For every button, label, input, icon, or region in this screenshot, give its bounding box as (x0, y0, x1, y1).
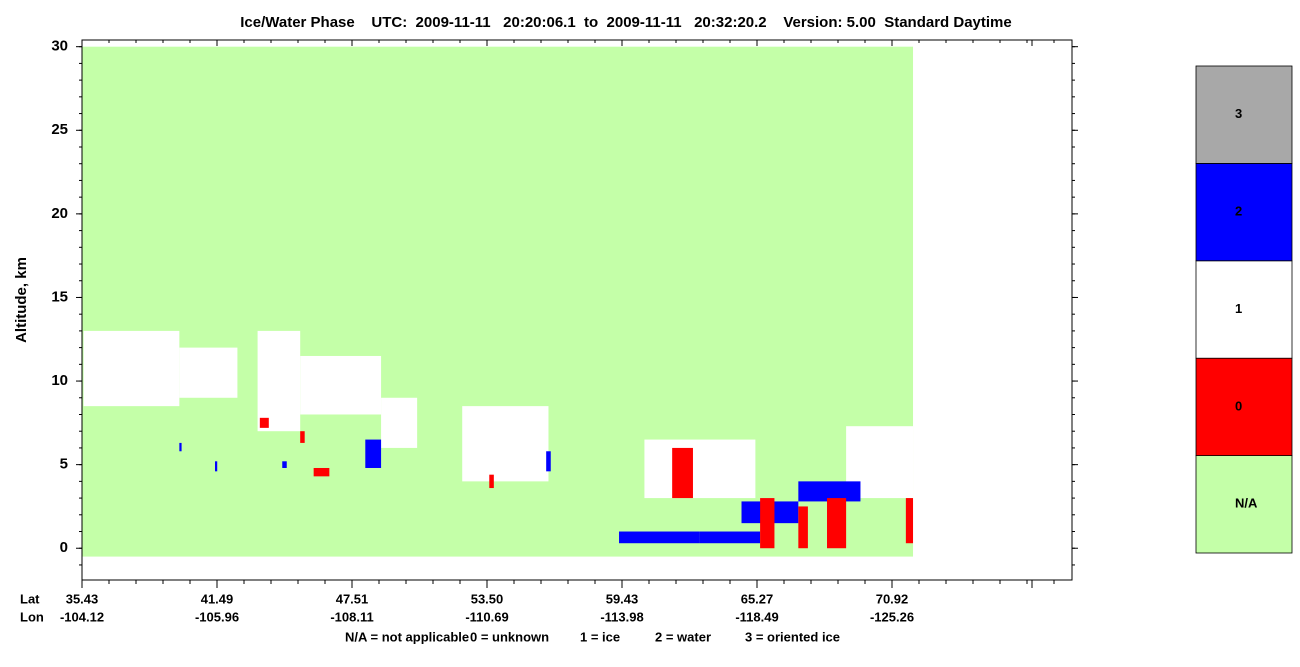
y-tick-label: 25 (51, 121, 68, 138)
phase-region (798, 506, 808, 549)
phase-region (644, 439, 756, 499)
phase-region (672, 447, 693, 499)
phase-region (179, 347, 238, 398)
phase-region (760, 498, 775, 549)
phase-region (179, 442, 182, 452)
key-text: 0 = unknown (470, 629, 549, 644)
lat-tick-label: 59.43 (606, 591, 639, 606)
lon-row-label: Lon (20, 609, 44, 624)
colorbar-swatch (1195, 65, 1293, 164)
y-tick-label: 0 (60, 539, 68, 556)
phase-region (214, 461, 218, 472)
y-axis-label: Altitude, km (13, 257, 30, 343)
phase-region (489, 474, 494, 489)
y-tick-label: 20 (51, 205, 68, 222)
phase-region (313, 467, 330, 477)
phase-region (619, 531, 700, 544)
phase-region (300, 431, 305, 443)
phase-region (798, 481, 861, 502)
lon-tick-label: -104.12 (60, 609, 104, 624)
lon-tick-label: -125.26 (870, 609, 914, 624)
plot-frame (81, 39, 1073, 581)
colorbar-label: 2 (1235, 204, 1242, 219)
y-tick-label: 30 (51, 38, 68, 55)
y-tick-label: 10 (51, 372, 68, 389)
phase-region (365, 439, 382, 468)
lon-tick-label: -113.98 (600, 609, 643, 624)
phase-map (82, 46, 914, 557)
phase-region (83, 330, 180, 407)
phase-region (257, 330, 301, 432)
lon-tick-label: -110.69 (465, 609, 508, 624)
phase-region (300, 355, 382, 415)
y-tick-label: 5 (60, 456, 68, 473)
colorbar-swatch (1195, 162, 1293, 262)
colorbar-label: 0 (1235, 398, 1242, 413)
phase-region (827, 498, 847, 549)
phase-region (259, 417, 269, 428)
key-text: N/A = not applicable (345, 629, 469, 644)
chart-title: Ice/Water Phase UTC: 2009-11-11 20:20:06… (240, 14, 1012, 31)
colorbar-label: 1 (1235, 301, 1242, 316)
phase-region (381, 397, 418, 448)
lat-tick-label: 53.50 (471, 591, 504, 606)
phase-region (546, 451, 551, 472)
colorbar-swatch (1195, 260, 1293, 359)
phase-region (905, 498, 914, 544)
lat-tick-label: 65.27 (741, 591, 774, 606)
colorbar-label: N/A (1235, 496, 1258, 511)
lat-tick-label: 41.49 (201, 591, 234, 606)
key-text: 3 = oriented ice (745, 629, 840, 644)
key-text: 1 = ice (580, 629, 620, 644)
lat-tick-label: 47.51 (336, 591, 369, 606)
colorbar-swatch (1195, 357, 1293, 457)
phase-region (699, 531, 761, 544)
lat-row-label: Lat (20, 591, 40, 606)
lon-tick-label: -118.49 (735, 609, 778, 624)
lon-tick-label: -105.96 (195, 609, 239, 624)
lon-tick-label: -108.11 (330, 609, 373, 624)
key-text: 2 = water (655, 629, 711, 644)
phase-region (462, 406, 549, 482)
phase-region (282, 461, 287, 468)
colorbar-label: 3 (1235, 106, 1242, 121)
y-tick-label: 15 (51, 288, 68, 305)
lat-tick-label: 70.92 (876, 591, 909, 606)
lat-tick-label: 35.43 (66, 591, 99, 606)
colorbar-swatch (1195, 455, 1293, 554)
